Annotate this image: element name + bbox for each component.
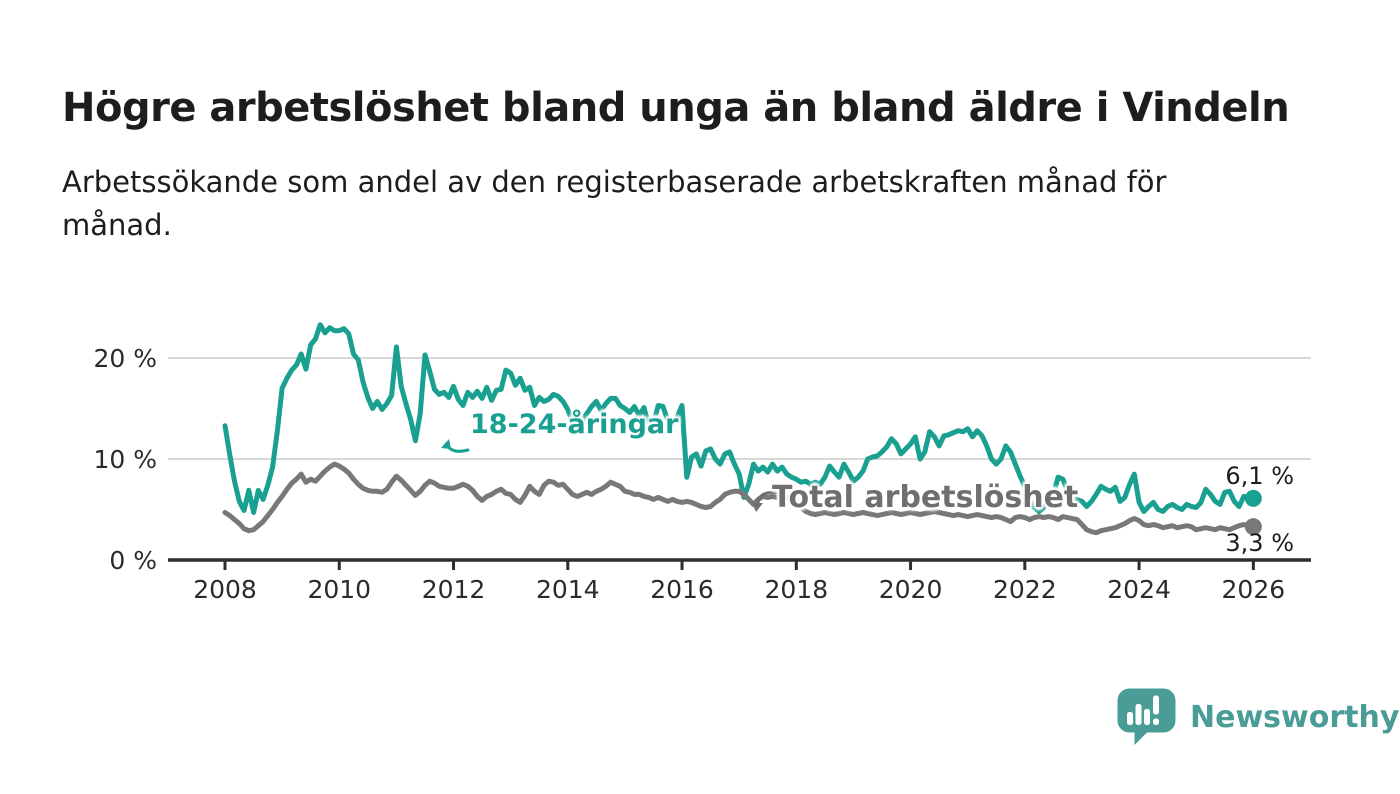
y-tick-label: 10 % (93, 445, 157, 474)
bar-medium-icon (1144, 709, 1150, 725)
young-label-arrowhead-icon (441, 439, 451, 449)
bar-tall-icon (1135, 704, 1142, 725)
x-tick-label: 2018 (764, 575, 828, 604)
exclamation-dot-icon (1153, 718, 1159, 725)
exclamation-bar-icon (1153, 695, 1159, 715)
newsworthy-logo-icon (1117, 688, 1176, 745)
newsworthy-logo: Newsworthy (1117, 687, 1399, 747)
x-tick-label: 2022 (993, 575, 1057, 604)
x-axis (168, 558, 1311, 570)
series-label-18-24: 18-24-åringar (470, 409, 679, 440)
x-tick-label: 2020 (879, 575, 943, 604)
y-tick-label: 0 % (109, 546, 157, 575)
series-end-dot-18-24 (1244, 489, 1262, 507)
x-tick-label: 2008 (193, 575, 257, 604)
x-tick-label: 2012 (422, 575, 486, 604)
series-line-18-24 (222, 322, 1256, 515)
gridlines (168, 357, 1311, 460)
x-tick-label: 2026 (1222, 575, 1286, 604)
page-title: Högre arbetslöshet bland unga än bland ä… (62, 84, 1290, 131)
end-value-18-24: 6,1 % (1225, 462, 1294, 490)
x-tick-label: 2010 (307, 575, 371, 604)
series-label-total: Total arbetslöshet (772, 480, 1079, 515)
series-lines (222, 322, 1262, 536)
axis-labels: 0 % 10 % 20 % 2008 2010 2012 2014 2016 2018 2020 2… (93, 344, 1285, 604)
chart-subtitle: Arbetssökande som andel av den registerb… (62, 165, 1167, 242)
x-tick-label: 2024 (1107, 575, 1171, 604)
series-line-total (222, 461, 1256, 536)
x-tick-label: 2016 (650, 575, 714, 604)
bar-short-icon (1127, 712, 1133, 725)
newsworthy-logo-text: Newsworthy (1190, 699, 1400, 735)
end-value-total: 3,3 % (1225, 529, 1294, 557)
y-tick-label: 20 % (93, 344, 157, 373)
x-tick-label: 2014 (536, 575, 600, 604)
series-end-dot-total (1244, 518, 1262, 536)
total-label-arrowhead-icon (752, 503, 763, 512)
